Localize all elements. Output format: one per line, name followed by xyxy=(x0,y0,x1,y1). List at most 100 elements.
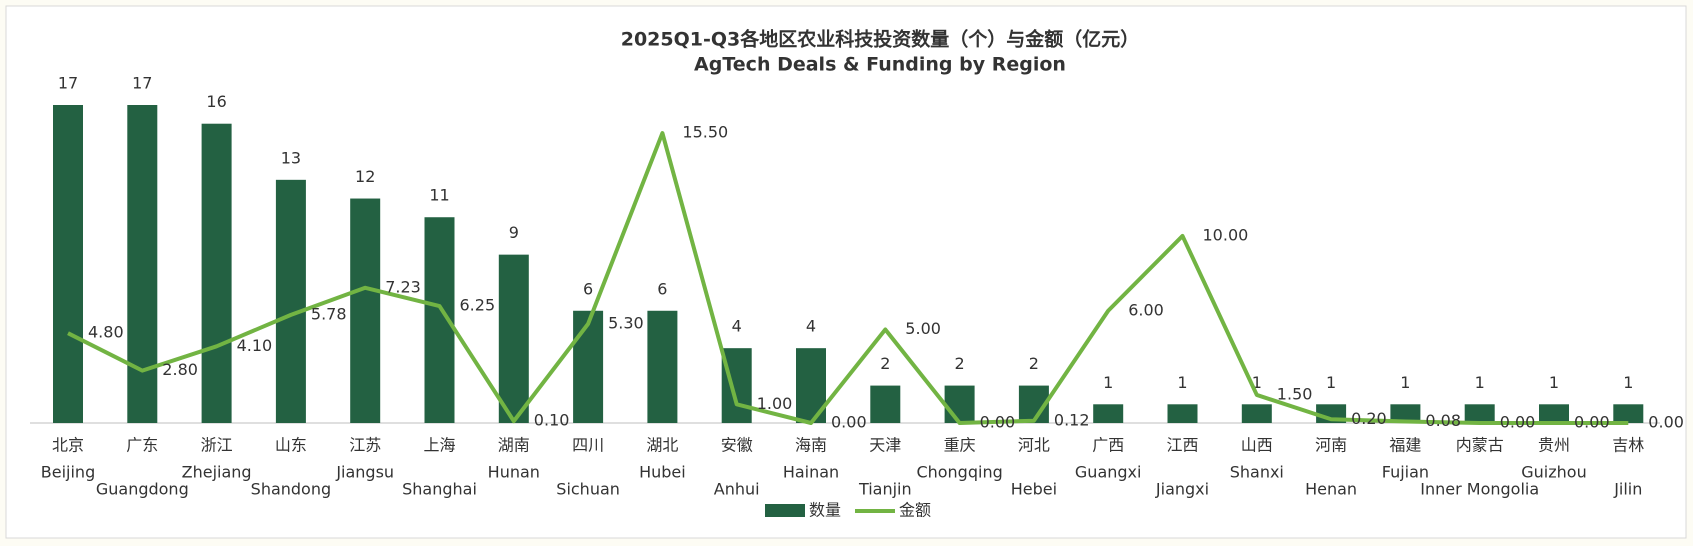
bar xyxy=(1093,404,1124,423)
x-tick-label: 河南 xyxy=(1315,436,1347,455)
x-tick-label-en: Shandong xyxy=(251,480,331,499)
x-tick-label: 四川 xyxy=(572,436,604,455)
line-label: 0.08 xyxy=(1425,411,1461,430)
x-tick-label-en: Chongqing xyxy=(916,463,1002,482)
line-label: 4.10 xyxy=(237,336,273,355)
bar-label: 17 xyxy=(132,74,152,93)
x-tick-label-en: Shanxi xyxy=(1230,463,1284,482)
line-label: 0.00 xyxy=(1500,413,1536,432)
legend-swatch xyxy=(765,504,805,517)
chart-frame xyxy=(5,5,1687,539)
bar-label: 1 xyxy=(1252,373,1262,392)
bar-label: 1 xyxy=(1177,373,1187,392)
x-tick-label: 广东 xyxy=(126,436,158,455)
x-tick-label: 浙江 xyxy=(201,436,233,455)
bar xyxy=(573,310,604,423)
x-tick-label: 福建 xyxy=(1389,436,1421,455)
bar-label: 16 xyxy=(206,92,226,111)
x-tick-label-en: Jiangsu xyxy=(335,463,394,482)
x-tick-label: 天津 xyxy=(869,436,901,455)
x-tick-label-en: Henan xyxy=(1305,480,1357,499)
bar-label: 1 xyxy=(1623,373,1633,392)
x-tick-label-en: Hubei xyxy=(639,463,686,482)
x-tick-label-en: Hainan xyxy=(783,463,839,482)
line-label: 2.80 xyxy=(162,360,198,379)
line-label: 15.50 xyxy=(682,123,728,142)
bar-label: 6 xyxy=(657,279,667,298)
x-tick-label-en: Jiangxi xyxy=(1155,480,1209,499)
line-label: 0.12 xyxy=(1054,410,1090,429)
bar-label: 2 xyxy=(1029,354,1039,373)
bar xyxy=(1539,404,1569,423)
bar xyxy=(1464,404,1495,423)
bar xyxy=(647,310,678,423)
bar xyxy=(350,198,381,423)
x-tick-label-en: Guangxi xyxy=(1075,463,1142,482)
x-tick-label: 内蒙古 xyxy=(1456,436,1504,455)
x-tick-label-en: Anhui xyxy=(714,480,760,499)
x-tick-label-en: Inner Mongolia xyxy=(1420,480,1539,499)
line-label: 0.10 xyxy=(534,411,570,430)
bar xyxy=(275,179,306,423)
x-tick-label-en: Fujian xyxy=(1382,463,1429,482)
bar xyxy=(127,105,158,423)
x-tick-label: 江西 xyxy=(1166,436,1198,455)
bar-label: 13 xyxy=(281,148,301,167)
x-tick-label: 江苏 xyxy=(349,436,381,455)
x-tick-label: 海南 xyxy=(795,436,827,455)
chart-subtitle: AgTech Deals & Funding by Region xyxy=(694,54,1066,76)
bar-label: 11 xyxy=(429,186,449,205)
x-tick-label-en: Shanghai xyxy=(402,480,477,499)
x-tick-label-en: Tianjin xyxy=(858,480,912,499)
x-tick-label: 上海 xyxy=(423,436,455,455)
x-tick-label: 湖南 xyxy=(498,436,530,455)
bar-label: 4 xyxy=(732,317,742,336)
legend-label: 金额 xyxy=(899,501,931,520)
line-label: 5.30 xyxy=(608,313,644,332)
bar xyxy=(1167,404,1198,423)
line xyxy=(67,131,1629,425)
line-label: 7.23 xyxy=(385,277,421,296)
bar-label: 9 xyxy=(509,223,519,242)
bar-label: 1 xyxy=(1549,373,1559,392)
x-tick-label-en: Jilin xyxy=(1613,480,1642,499)
bar xyxy=(944,385,975,423)
line-label: 0.20 xyxy=(1351,409,1387,428)
line-label: 0.00 xyxy=(980,413,1016,432)
bar xyxy=(1241,404,1272,423)
x-tick-label: 吉林 xyxy=(1612,436,1644,455)
line-label: 0.00 xyxy=(1574,413,1610,432)
bar-label: 12 xyxy=(355,167,375,186)
line-label: 1.50 xyxy=(1277,384,1313,403)
x-tick-label-en: Hunan xyxy=(488,463,540,482)
line-label: 6.25 xyxy=(460,296,496,315)
bar-label: 2 xyxy=(880,354,890,373)
bar xyxy=(498,254,529,423)
x-tick-label: 山西 xyxy=(1241,436,1273,455)
bar-label: 4 xyxy=(806,317,816,336)
line-label: 1.00 xyxy=(757,394,793,413)
x-tick-label-en: Zhejiang xyxy=(182,463,252,482)
x-tick-label-en: Sichuan xyxy=(556,480,620,499)
bar xyxy=(53,105,83,423)
bar xyxy=(870,385,901,423)
bar-label: 2 xyxy=(955,354,965,373)
bar-label: 1 xyxy=(1475,373,1485,392)
bar-label: 1 xyxy=(1400,373,1410,392)
x-tick-label-en: Guangdong xyxy=(96,480,189,499)
legend-label: 数量 xyxy=(809,501,841,520)
chart-title: 2025Q1-Q3各地区农业科技投资数量（个）与金额（亿元） xyxy=(621,28,1140,51)
bar xyxy=(1613,404,1644,423)
x-tick-label: 北京 xyxy=(52,436,84,455)
x-tick-label-en: Beijing xyxy=(41,463,95,482)
x-tick-label: 重庆 xyxy=(944,436,976,455)
bar xyxy=(201,123,232,424)
line-label: 5.00 xyxy=(905,319,941,338)
x-tick-label: 山东 xyxy=(275,436,307,455)
line-label: 6.00 xyxy=(1128,300,1164,319)
line-label: 5.78 xyxy=(311,304,347,323)
x-tick-label-en: Guizhou xyxy=(1521,463,1586,482)
line-label: 4.80 xyxy=(88,323,124,342)
x-tick-label: 贵州 xyxy=(1538,436,1570,455)
